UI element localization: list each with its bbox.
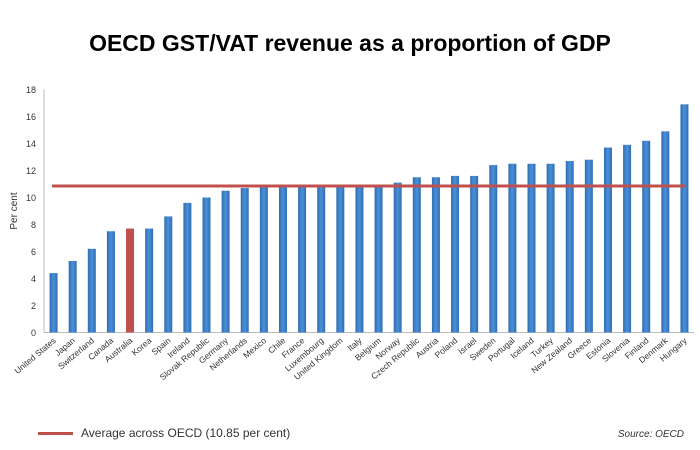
bar-denmark bbox=[661, 131, 670, 333]
bar-ireland bbox=[183, 202, 192, 333]
legend: Average across OECD (10.85 per cent) bbox=[38, 426, 290, 440]
bar-japan bbox=[68, 260, 77, 333]
bar-canada bbox=[106, 231, 115, 333]
bar-norway bbox=[393, 182, 402, 333]
bar-chile bbox=[278, 186, 287, 333]
source-note: Source: OECD bbox=[617, 429, 684, 440]
bar-finland bbox=[642, 140, 651, 333]
y-tick-label: 12 bbox=[26, 166, 36, 176]
bar-luxembourg bbox=[317, 186, 326, 333]
y-axis-label: Per cent bbox=[9, 192, 20, 229]
bar-poland bbox=[451, 175, 460, 333]
bar-korea bbox=[145, 228, 154, 333]
y-tick-label: 8 bbox=[31, 220, 36, 230]
legend-label-average: Average across OECD (10.85 per cent) bbox=[81, 426, 291, 440]
bar-austria bbox=[431, 177, 440, 333]
y-tick-label: 4 bbox=[31, 274, 36, 284]
y-tick-label: 6 bbox=[31, 247, 36, 257]
bar-new-zealand bbox=[565, 161, 574, 333]
y-tick-label: 0 bbox=[31, 328, 36, 338]
y-tick-label: 18 bbox=[26, 85, 36, 95]
bar-spain bbox=[164, 216, 173, 333]
y-tick-label: 10 bbox=[26, 193, 36, 203]
x-tick-label: Korea bbox=[130, 335, 154, 357]
bar-mexico bbox=[259, 186, 268, 333]
bar-united-states bbox=[49, 273, 58, 333]
bar-united-kingdom bbox=[336, 186, 345, 333]
bar-netherlands bbox=[240, 188, 249, 333]
bar-switzerland bbox=[87, 248, 96, 333]
bar-belgium bbox=[374, 186, 383, 333]
bar-iceland bbox=[527, 163, 536, 333]
bar-slovak-republic bbox=[202, 197, 211, 333]
bar-australia bbox=[126, 228, 135, 333]
bar-portugal bbox=[508, 163, 517, 333]
x-tick-label: United States bbox=[12, 335, 58, 375]
y-tick-label: 16 bbox=[26, 112, 36, 122]
bar-germany bbox=[221, 190, 230, 333]
chart-title: OECD GST/VAT revenue as a proportion of … bbox=[89, 30, 611, 56]
bar-france bbox=[298, 186, 307, 333]
bar-czech-republic bbox=[412, 177, 421, 333]
y-tick-label: 14 bbox=[26, 139, 36, 149]
legend-swatch-average bbox=[38, 431, 73, 435]
y-tick-label: 2 bbox=[31, 301, 36, 311]
bar-estonia bbox=[603, 147, 612, 333]
bar-israel bbox=[470, 175, 479, 333]
bar-italy bbox=[355, 186, 364, 333]
bar-slovenia bbox=[623, 144, 632, 333]
bar-turkey bbox=[546, 163, 555, 333]
bar-greece bbox=[584, 159, 593, 333]
bar-hungary bbox=[680, 104, 689, 333]
bar-sweden bbox=[489, 165, 498, 333]
